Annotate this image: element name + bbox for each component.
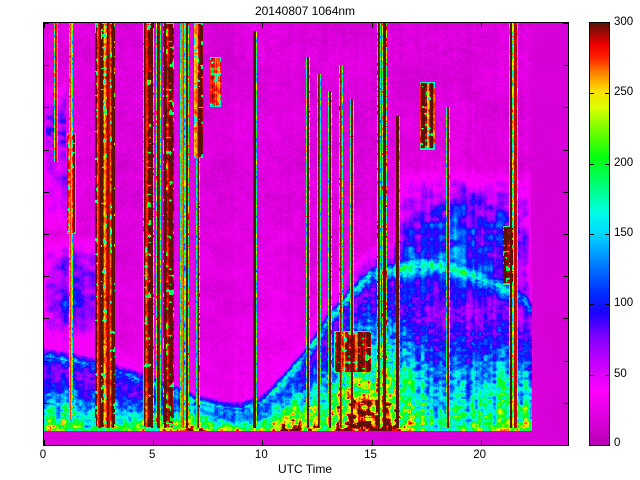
- heatmap-axes: [43, 22, 569, 446]
- y-tick-mark: [44, 402, 49, 404]
- y-tick-mark-right: [563, 23, 568, 24]
- colorbar-canvas: [590, 23, 609, 445]
- y-tick-mark-right: [563, 191, 568, 193]
- x-tick-mark-top: [371, 23, 373, 28]
- y-tick-mark: [44, 149, 49, 151]
- x-tick-mark: [480, 440, 482, 445]
- y-tick-mark: [44, 234, 49, 235]
- x-tick-label: 20: [473, 449, 487, 461]
- y-tick-mark-right: [563, 318, 568, 320]
- y-tick-mark: [44, 23, 49, 24]
- page-title: 20140807 1064nm: [254, 4, 356, 18]
- colorbar-tick-label: 50: [614, 367, 627, 380]
- colorbar-tick-mark: [590, 374, 594, 376]
- y-tick-mark-right: [563, 234, 568, 235]
- x-tick-mark: [371, 440, 373, 445]
- colorbar-tick-mark: [590, 234, 594, 235]
- y-tick-mark: [44, 445, 49, 446]
- y-tick-mark-right: [563, 276, 568, 278]
- x-tick-mark-top: [44, 23, 45, 28]
- x-tick-mark: [44, 440, 45, 445]
- x-tick-label: 0: [39, 449, 47, 461]
- y-tick-mark: [44, 276, 49, 278]
- colorbar-tick-mark-right: [605, 304, 609, 306]
- y-tick-mark: [44, 191, 49, 193]
- colorbar-tick-label: 250: [614, 86, 634, 99]
- x-axis-label: UTC Time: [278, 462, 332, 476]
- y-tick-mark-right: [563, 402, 568, 404]
- x-tick-mark: [153, 440, 155, 445]
- y-tick-mark: [44, 318, 49, 320]
- y-tick-mark-right: [563, 445, 568, 446]
- colorbar: [589, 22, 610, 446]
- colorbar-tick-label: 0: [614, 437, 621, 449]
- colorbar-tick-mark-right: [605, 93, 609, 95]
- colorbar-tick-mark: [590, 93, 594, 95]
- x-tick-label: 15: [364, 449, 377, 461]
- y-tick-mark-right: [563, 360, 568, 362]
- x-tick-mark: [262, 440, 264, 445]
- y-tick-mark: [44, 107, 49, 109]
- colorbar-tick-mark: [590, 304, 594, 306]
- x-tick-label: 10: [254, 449, 268, 461]
- colorbar-tick-mark-right: [605, 374, 609, 376]
- colorbar-tick-label: 150: [614, 227, 634, 239]
- colorbar-tick-label: 300: [614, 16, 634, 28]
- colorbar-tick-label: 100: [614, 297, 634, 310]
- y-tick-mark-right: [563, 65, 568, 67]
- y-tick-mark-right: [563, 107, 568, 109]
- heatmap-canvas: [44, 23, 568, 445]
- colorbar-tick-mark-right: [605, 234, 609, 235]
- y-tick-mark: [44, 65, 49, 67]
- colorbar-tick-mark: [590, 163, 594, 165]
- colorbar-tick-label: 200: [614, 156, 634, 169]
- x-tick-label: 5: [148, 449, 156, 461]
- x-tick-mark-top: [262, 23, 264, 28]
- y-tick-mark: [44, 360, 49, 362]
- x-tick-mark-top: [153, 23, 155, 28]
- y-tick-mark-right: [563, 149, 568, 151]
- colorbar-tick-mark-right: [605, 163, 609, 165]
- x-tick-mark-top: [480, 23, 482, 28]
